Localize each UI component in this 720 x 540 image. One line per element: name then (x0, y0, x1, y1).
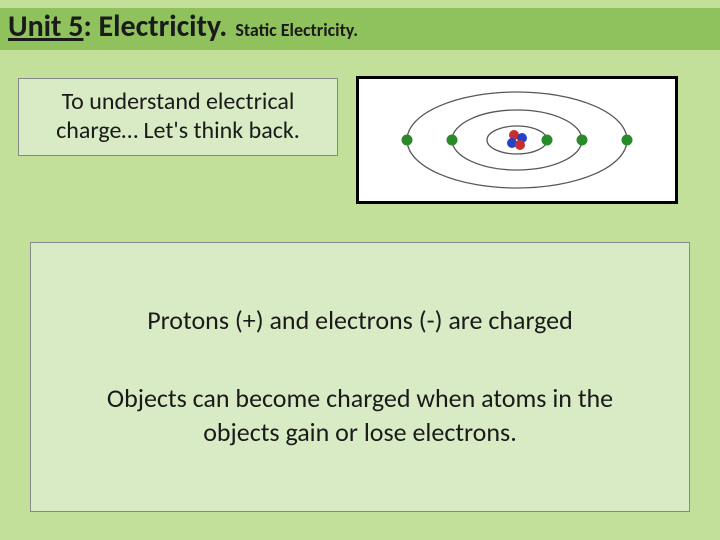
intro-box: To understand electrical charge… Let's t… (18, 78, 338, 156)
atom-svg (367, 83, 667, 198)
slide: Unit 5: Electricity. Static Electricity.… (0, 0, 720, 540)
intro-text: To understand electrical charge… Let's t… (29, 88, 327, 146)
subtitle: Static Electricity. (235, 19, 358, 41)
unit-label: Unit 5: Electricity. (8, 8, 227, 45)
unit-number: Unit 5 (8, 8, 83, 45)
atom-diagram (356, 76, 678, 204)
info-box: Protons (+) and electrons (-) are charge… (30, 242, 690, 512)
header-bar: Unit 5: Electricity. Static Electricity. (0, 8, 720, 50)
info-line-1: Protons (+) and electrons (-) are charge… (147, 304, 573, 338)
info-line-2: Objects can become charged when atoms in… (71, 382, 649, 450)
unit-topic: : Electricity. (83, 8, 227, 45)
